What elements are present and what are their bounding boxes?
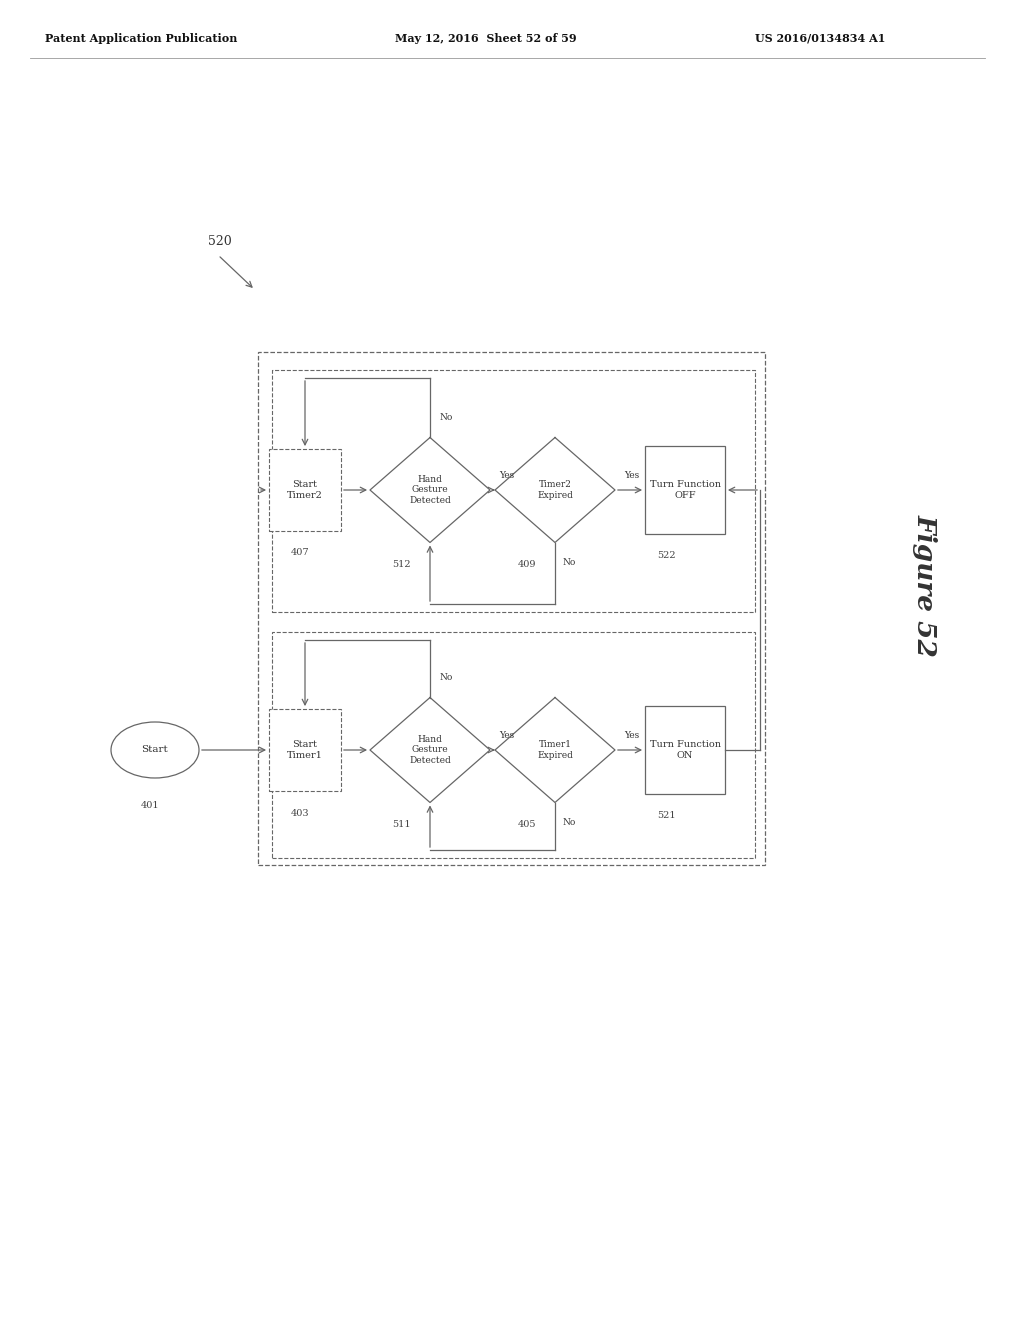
Text: 403: 403 xyxy=(291,808,309,817)
Bar xyxy=(272,370,755,612)
Text: Yes: Yes xyxy=(625,731,640,741)
Text: Turn Function
ON: Turn Function ON xyxy=(649,741,721,760)
Polygon shape xyxy=(495,437,615,543)
Text: Hand
Gesture
Detected: Hand Gesture Detected xyxy=(410,735,451,764)
Text: US 2016/0134834 A1: US 2016/0134834 A1 xyxy=(755,33,886,44)
Text: 401: 401 xyxy=(140,800,160,809)
Text: 522: 522 xyxy=(657,552,676,561)
Text: Yes: Yes xyxy=(500,731,515,741)
Text: Hand
Gesture
Detected: Hand Gesture Detected xyxy=(410,475,451,504)
Polygon shape xyxy=(495,697,615,803)
Text: Start: Start xyxy=(141,746,168,755)
Text: No: No xyxy=(439,673,453,682)
Text: 512: 512 xyxy=(392,560,412,569)
Bar xyxy=(258,352,765,865)
Text: Yes: Yes xyxy=(500,471,515,480)
Bar xyxy=(269,709,341,791)
Text: Start
Timer1: Start Timer1 xyxy=(287,741,323,760)
Bar xyxy=(645,446,725,535)
Text: 409: 409 xyxy=(518,560,537,569)
Text: May 12, 2016  Sheet 52 of 59: May 12, 2016 Sheet 52 of 59 xyxy=(395,33,577,44)
Bar xyxy=(645,706,725,795)
Text: Patent Application Publication: Patent Application Publication xyxy=(45,33,238,44)
Text: Timer2
Expired: Timer2 Expired xyxy=(537,480,573,500)
Text: 407: 407 xyxy=(291,549,309,557)
Text: 511: 511 xyxy=(392,820,412,829)
Text: 521: 521 xyxy=(657,812,676,821)
Bar xyxy=(269,449,341,531)
Text: Yes: Yes xyxy=(625,471,640,480)
Text: 520: 520 xyxy=(208,235,231,248)
Polygon shape xyxy=(370,697,490,803)
Text: Timer1
Expired: Timer1 Expired xyxy=(537,741,573,760)
Text: Turn Function
OFF: Turn Function OFF xyxy=(649,480,721,500)
Bar xyxy=(272,632,755,858)
Polygon shape xyxy=(370,437,490,543)
Text: No: No xyxy=(439,413,453,422)
Text: 405: 405 xyxy=(518,820,537,829)
Ellipse shape xyxy=(111,722,199,777)
Text: No: No xyxy=(562,818,575,828)
Text: Start
Timer2: Start Timer2 xyxy=(287,480,323,500)
Text: No: No xyxy=(562,558,575,568)
Text: Figure 52: Figure 52 xyxy=(912,513,938,656)
